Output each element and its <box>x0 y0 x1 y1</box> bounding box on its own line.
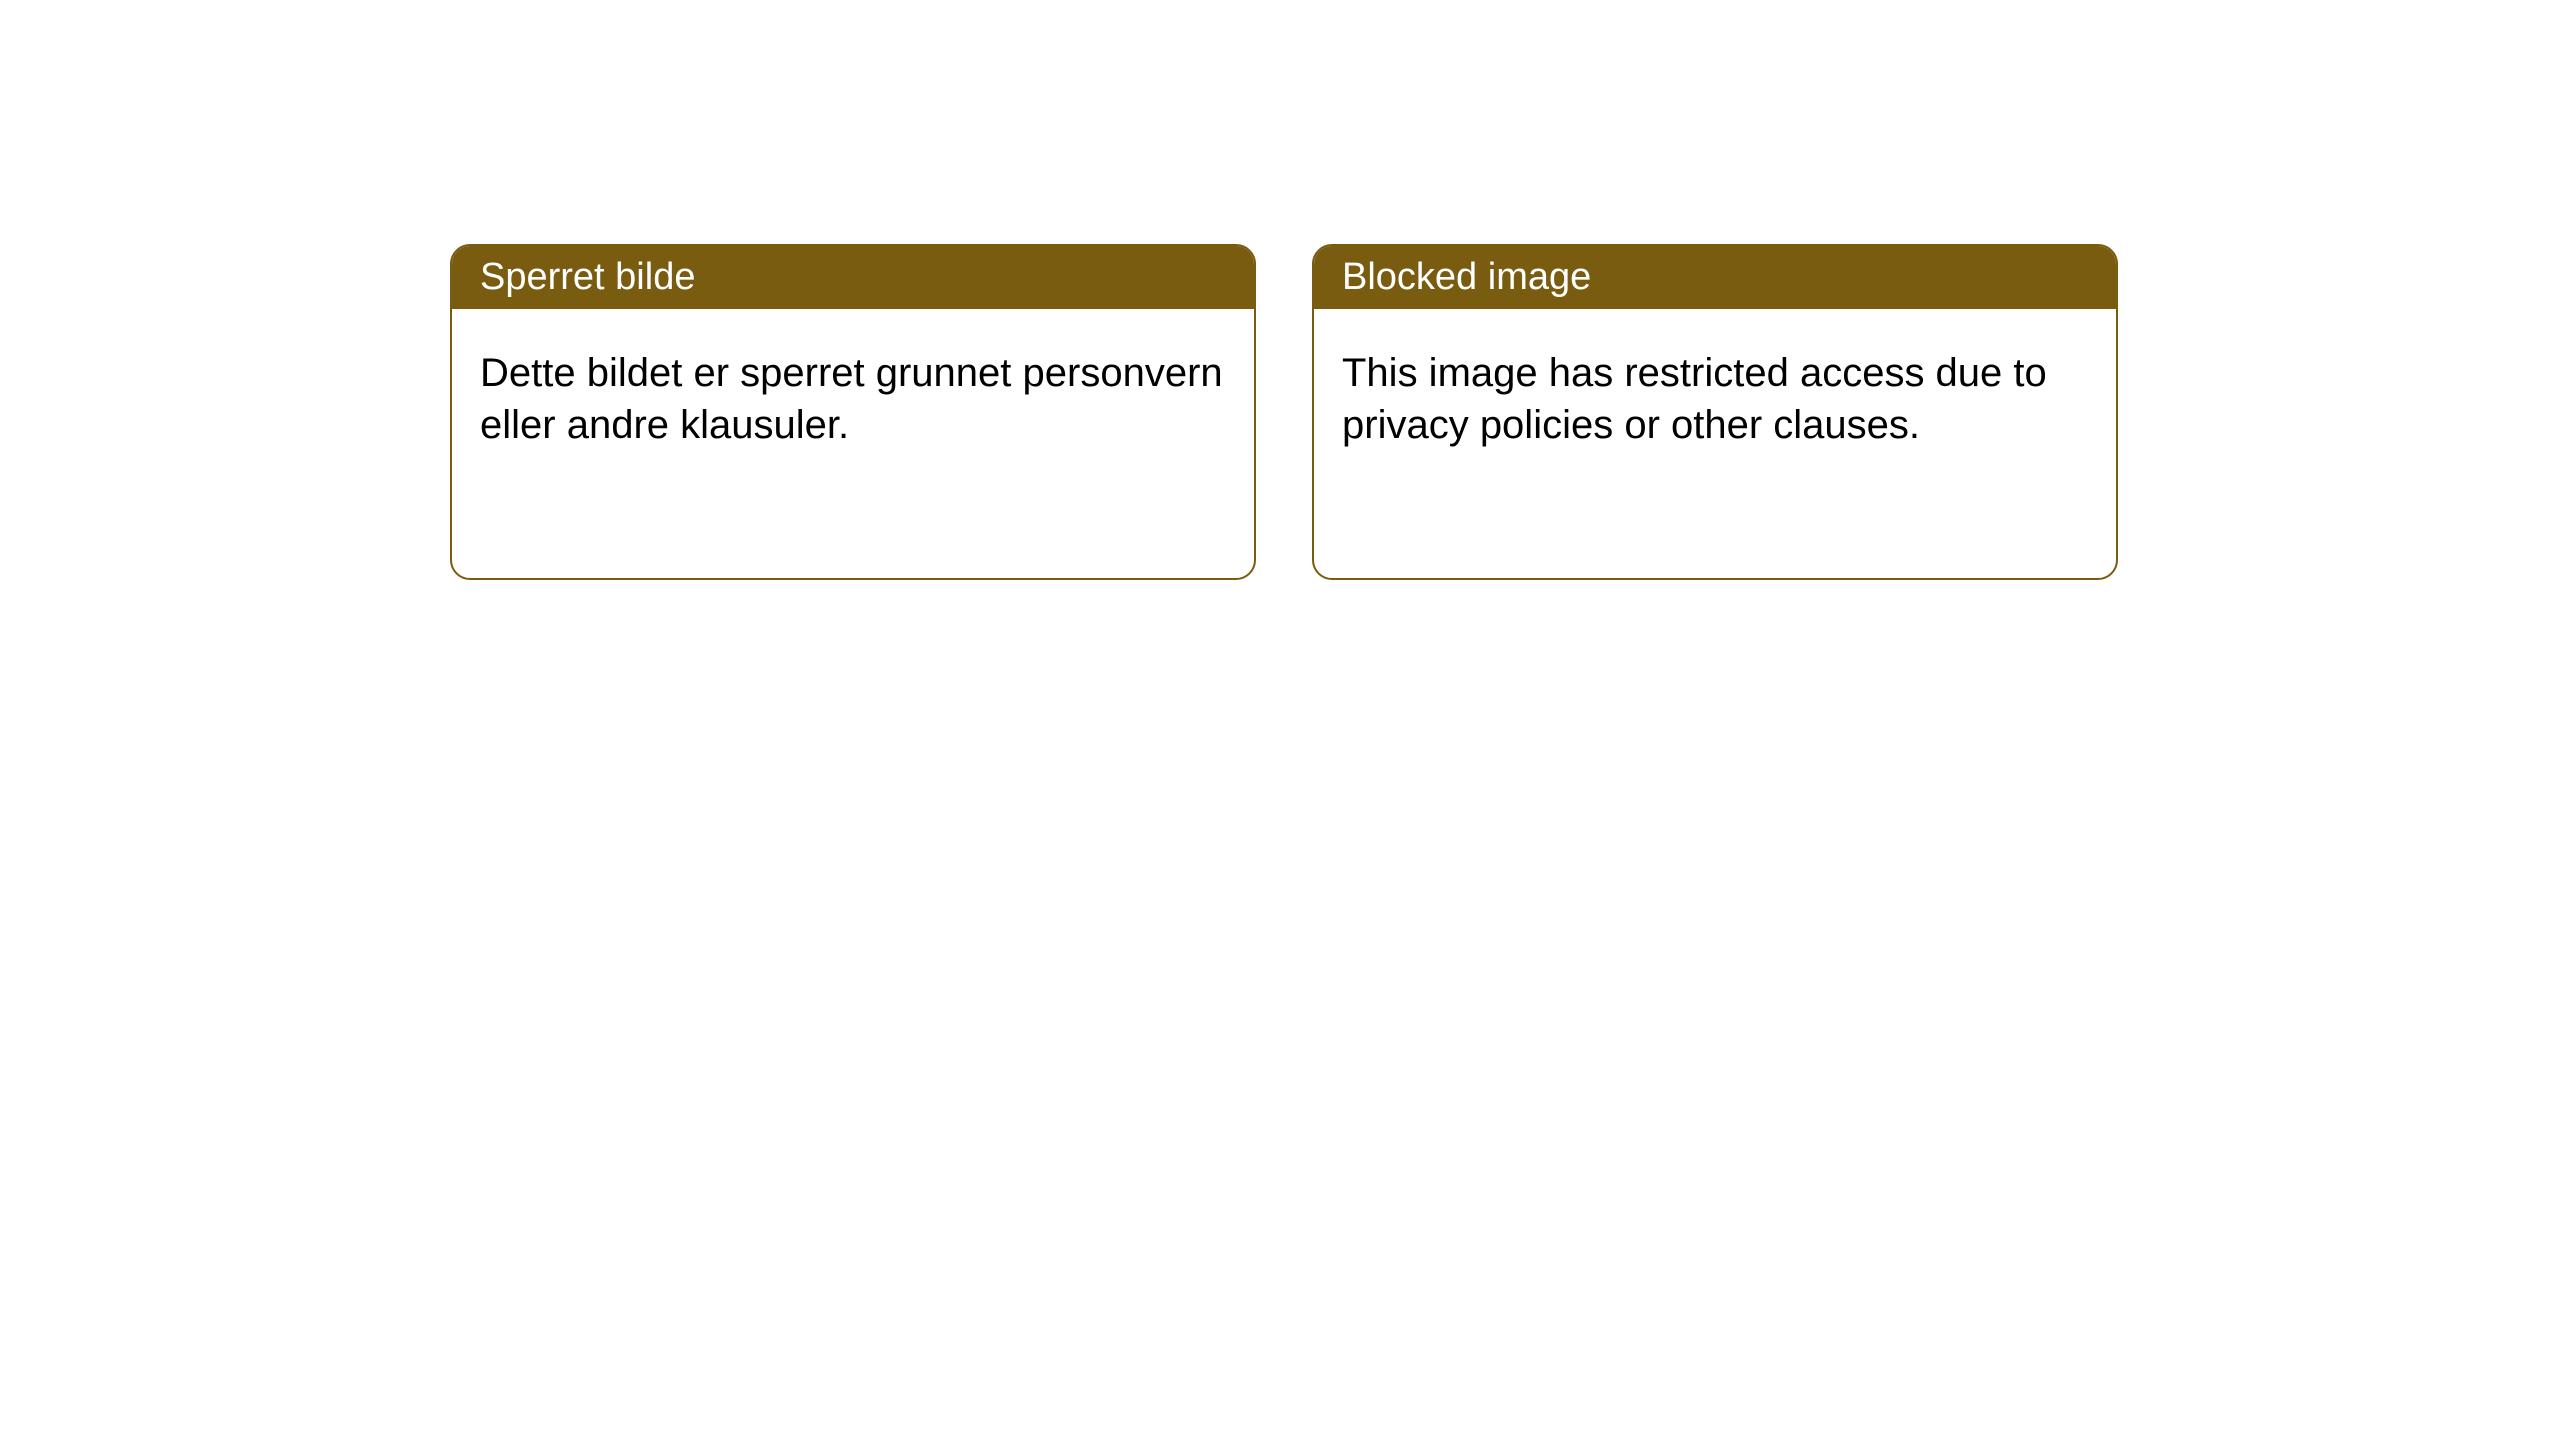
card-title: Blocked image <box>1342 256 1591 298</box>
card-body-text: Dette bildet er sperret grunnet personve… <box>480 351 1223 447</box>
blocked-image-card-no: Sperret bilde Dette bildet er sperret gr… <box>450 244 1256 580</box>
card-title: Sperret bilde <box>480 256 695 298</box>
card-body: Dette bildet er sperret grunnet personve… <box>452 309 1254 489</box>
card-body-text: This image has restricted access due to … <box>1342 351 2047 447</box>
blocked-image-card-en: Blocked image This image has restricted … <box>1312 244 2118 580</box>
card-header: Sperret bilde <box>452 246 1254 309</box>
card-header: Blocked image <box>1314 246 2116 309</box>
card-body: This image has restricted access due to … <box>1314 309 2116 489</box>
card-container: Sperret bilde Dette bildet er sperret gr… <box>0 0 2560 580</box>
